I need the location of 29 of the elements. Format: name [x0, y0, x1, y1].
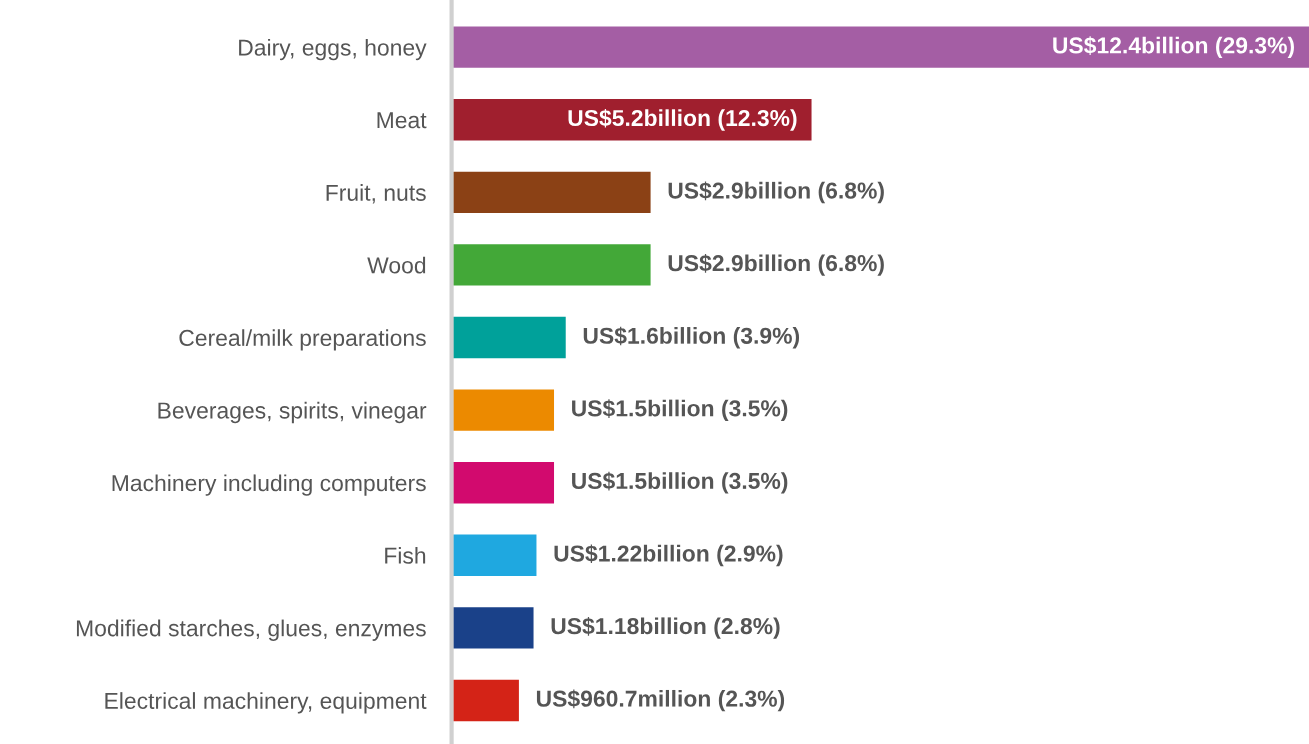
- y-tick-label: Modified starches, glues, enzymes: [76, 619, 426, 641]
- y-tick-label: Beverages, spirits, vinegar: [158, 401, 427, 424]
- y-tick-label: Fish: [385, 546, 426, 564]
- data-label: US$960.7million (2.3%): [536, 689, 785, 712]
- y-tick-label: Fruit, nuts: [326, 184, 426, 204]
- data-label: US$12.4billion (29.3%): [1053, 36, 1294, 59]
- bar: [451, 462, 555, 504]
- data-label: US$1.6billion (3.9%): [583, 326, 800, 349]
- data-label: US$2.9billion (6.8%): [668, 254, 884, 276]
- y-tick-label: Electrical machinery, equipment: [105, 692, 427, 714]
- bar: [451, 171, 651, 214]
- data-label: US$1.5billion (3.5%): [572, 471, 788, 494]
- y-tick-label: Cereal/milk preparations: [179, 329, 426, 351]
- bar: [451, 679, 519, 722]
- bar: [451, 534, 537, 576]
- y-tick-label: Dairy, eggs, honey: [239, 38, 427, 61]
- bar: [451, 244, 651, 286]
- data-label: US$1.5billion (3.5%): [572, 399, 788, 421]
- data-label: US$2.9billion (6.8%): [668, 181, 884, 204]
- y-tick-label: Wood: [367, 256, 426, 274]
- bar: [451, 26, 1309, 68]
- data-label: US$1.18billion (2.8%): [551, 616, 780, 639]
- data-label: US$5.2billion (12.3%): [568, 108, 797, 131]
- data-label: US$1.22billion (2.9%): [554, 544, 783, 567]
- bar: [451, 607, 534, 649]
- y-tick-label: Meat: [377, 112, 427, 129]
- bar: [451, 316, 566, 359]
- y-tick-label: Machinery including computers: [112, 474, 426, 496]
- bar: [451, 389, 555, 431]
